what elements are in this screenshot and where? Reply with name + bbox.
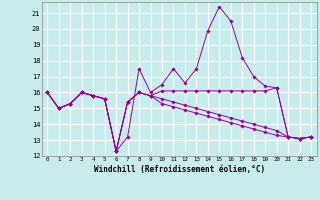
X-axis label: Windchill (Refroidissement éolien,°C): Windchill (Refroidissement éolien,°C) — [94, 165, 265, 174]
